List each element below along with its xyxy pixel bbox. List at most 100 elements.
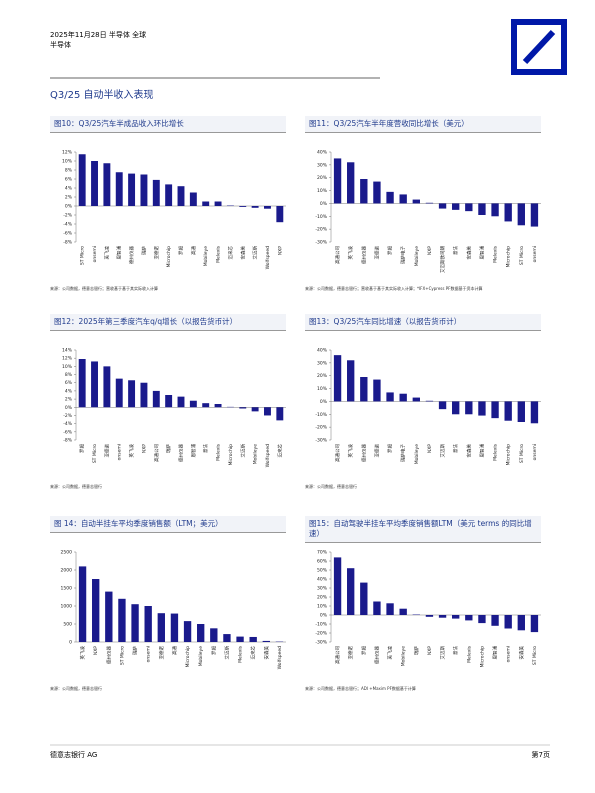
x-tick-label: 高通 [190,246,197,255]
x-tick-label: ST Micro [532,646,538,665]
y-tick-label: 4% [65,186,73,192]
y-tick-label: -8% [63,240,72,246]
x-tick-label: 德州仪器 [360,246,367,264]
bar [78,154,86,206]
x-tick-label: 英飞凌 [387,646,394,660]
x-tick-label: NXP [93,646,99,655]
x-tick-label: 恩智浦 [190,444,197,458]
y-tick-label: 0 [69,640,72,646]
bar [478,203,486,215]
bar [131,604,139,642]
bar [478,401,486,416]
x-tick-label: NXP [277,246,283,255]
x-tick-label: onsemi [92,246,98,262]
x-tick-label: Mobileye [253,444,259,464]
x-tick-label: 安森美 [518,646,525,660]
bar [425,400,434,402]
bar [373,601,381,615]
bar [465,203,473,212]
bar [262,640,270,642]
x-tick-label: 瑞萨 [165,444,172,453]
x-tick-label: 高通 [171,646,178,655]
y-tick-label: 50% [317,568,328,574]
logo [511,19,567,75]
bar [152,179,160,206]
x-tick-label: 罗姆 [178,246,185,255]
y-tick-label: -2% [63,413,72,419]
bar [189,400,197,408]
y-tick-label: 12% [62,150,73,156]
x-tick-label: 安森美 [239,246,246,260]
x-tick-label: 高通公司 [334,646,341,664]
x-tick-label: 瑞萨电子 [400,246,407,264]
bar [452,401,460,415]
x-tick-label: 瑞萨电子 [400,444,407,462]
x-tick-label: 艾迈斯 [239,444,246,458]
y-tick-label: 20% [317,373,328,379]
y-tick-label: 10% [62,364,73,370]
y-tick-label: 6% [65,177,73,183]
x-tick-label: Melexis [238,645,244,663]
footer-company: 德意志银行 AG [50,751,98,759]
y-tick-label: 500 [63,622,72,628]
bar [399,608,407,615]
x-tick-label: Mobileye [401,646,407,666]
x-tick-label: ST Micro [80,246,86,265]
y-tick-label: 4% [65,388,73,394]
y-tick-label: -20% [315,227,327,233]
x-tick-label: 德州仪器 [360,444,367,462]
x-tick-label: 艾迈斯欧司朗 [439,246,446,273]
y-tick-label: -4% [63,421,72,427]
bar [491,203,499,217]
x-tick-label: onsemi [506,646,512,662]
x-tick-label: ST Micro [92,444,98,463]
x-tick-label: NXP [427,646,433,655]
y-tick-label: 30% [317,586,328,592]
x-tick-label: 恩智浦 [478,444,485,458]
x-tick-label: Wolfspeed [265,246,271,270]
bar [425,202,434,204]
bar [412,199,420,204]
x-tick-label: 德州仪器 [128,246,135,264]
bar [465,615,473,621]
x-tick-label: 英飞凌 [128,444,135,458]
y-tick-label: 14% [62,348,73,354]
x-tick-label: 德州仪器 [373,646,380,664]
bar [399,393,407,402]
x-tick-label: 英飞凌 [103,246,110,260]
chart-source: 来源：公司数据，德意志银行 [305,484,357,489]
x-tick-label: 亚德诺 [153,246,160,260]
chart-source: 来源：公司数据，德意志银行；营收基于基于其实际收入计算 [50,286,158,291]
logo-slash [522,29,556,65]
bar [91,161,98,206]
y-tick-label: 1500 [61,586,73,592]
x-tick-label: Microchip [166,246,172,268]
y-tick-label: 10% [317,386,328,392]
chart-title: 图13：Q3/25汽车同比增速（以报告货币计） [305,314,541,332]
chart-source: 来源：公司数据，德意志银行 [50,484,102,489]
bar [360,179,368,204]
x-tick-label: 高通公司 [153,444,160,462]
chart-title: 图 14：自动半挂车平均季度销售额（LTM；美元） [50,516,286,534]
x-tick-label: ST Micro [519,444,525,463]
bar [452,615,460,619]
y-tick-label: 0% [320,201,328,207]
y-tick-label: 0% [320,399,328,405]
bar [425,615,434,617]
x-tick-label: ST Micro [519,246,525,265]
bar [144,606,152,642]
x-tick-label: onsemi [532,444,538,460]
x-tick-label: Microchip [479,646,485,668]
x-tick-label: 意法 [452,646,459,655]
x-tick-label: Mobileye [198,646,204,666]
y-tick-label: -6% [63,231,72,237]
y-tick-label: 1000 [61,604,73,610]
bar [197,624,205,642]
x-tick-label: 意法 [452,246,459,255]
bar [333,355,342,402]
bar [103,366,111,408]
y-tick-label: 0% [320,613,328,619]
bar [170,613,179,642]
x-tick-label: 恩智浦 [478,246,485,260]
